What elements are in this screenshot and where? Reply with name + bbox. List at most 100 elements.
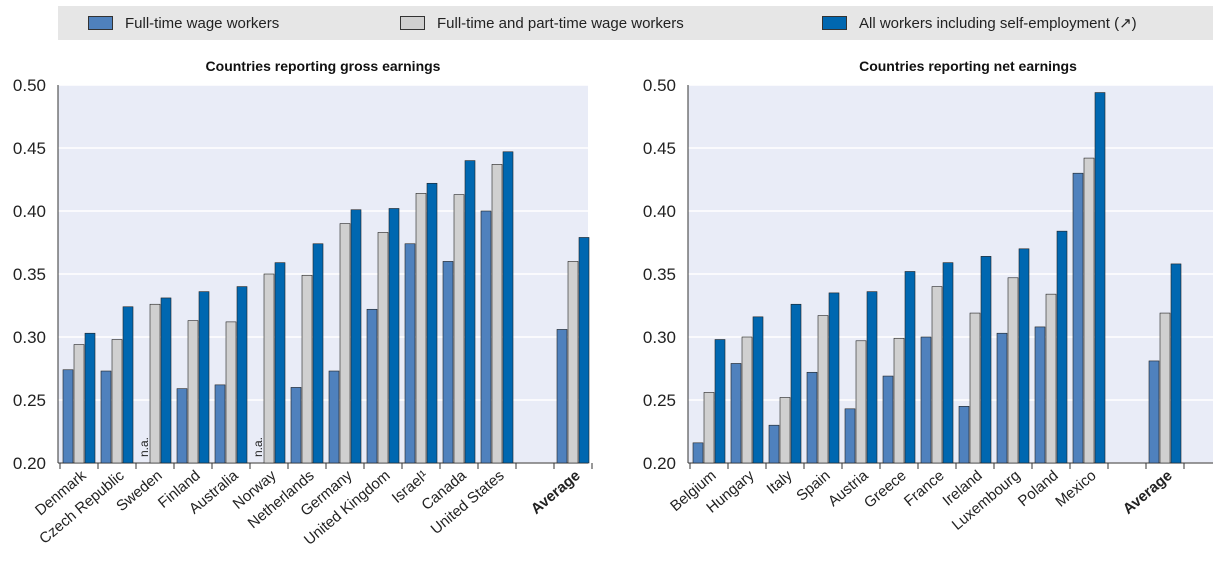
bar — [1083, 157, 1095, 464]
x-tick-label: Poland — [1015, 467, 1062, 510]
y-tick-label: 0.35 — [13, 265, 46, 284]
bar — [377, 232, 389, 464]
bar — [328, 370, 340, 464]
bar — [198, 291, 210, 464]
legend-swatch — [400, 16, 425, 30]
bar — [904, 271, 916, 464]
bar — [187, 320, 199, 464]
bar — [1007, 277, 1019, 464]
legend-item-all-workers: All workers including self-employment (↗… — [822, 6, 1137, 40]
bar — [122, 306, 134, 464]
bar — [703, 392, 715, 464]
bar — [100, 370, 112, 464]
y-tick-label: 0.50 — [643, 76, 676, 95]
bar — [426, 182, 438, 464]
x-tick-label: Average — [1120, 467, 1176, 518]
bar — [339, 223, 351, 464]
bar — [1148, 360, 1160, 464]
bar — [1045, 293, 1057, 464]
bar — [752, 316, 764, 464]
legend-label: Full-time and part-time wage workers — [437, 14, 684, 32]
bar — [855, 340, 867, 464]
bar — [779, 397, 791, 464]
legend-label: Full-time wage workers — [125, 14, 280, 32]
bar — [404, 243, 416, 464]
bar — [790, 303, 802, 464]
bar — [996, 332, 1008, 464]
chart-panel-1: 0.20 0.25 0.30 0.35 0.40 0.45 0.50 Countries re… — [643, 58, 1213, 534]
bar — [578, 237, 590, 464]
bar — [366, 308, 378, 464]
bar — [225, 321, 237, 464]
bar — [73, 344, 85, 464]
bar — [160, 297, 172, 464]
bar — [741, 336, 753, 464]
x-tick-label: Italy — [764, 467, 796, 498]
y-tick-label: 0.35 — [643, 265, 676, 284]
bar — [1034, 326, 1046, 464]
bar — [388, 208, 400, 464]
bar — [844, 408, 856, 464]
bar — [882, 375, 894, 464]
y-tick-label: 0.30 — [13, 328, 46, 347]
bar — [1159, 312, 1171, 464]
y-tick-label: 0.40 — [13, 202, 46, 221]
x-tick-label: Average — [528, 467, 584, 518]
chart-panel-0: 0.20 0.25 0.30 0.35 0.40 0.45 0.50 Countries re… — [13, 58, 593, 549]
bar — [768, 424, 780, 464]
y-tick-label: 0.20 — [13, 454, 46, 473]
na-label: n.a. — [137, 437, 151, 457]
bar — [111, 339, 123, 464]
bar — [415, 193, 427, 464]
bar — [1018, 248, 1030, 464]
y-tick-label: 0.25 — [643, 391, 676, 410]
bar — [84, 332, 96, 464]
bar — [464, 160, 476, 464]
bar — [442, 261, 454, 464]
legend-item-full-time: Full-time wage workers — [88, 6, 279, 40]
bar — [301, 274, 313, 464]
bar — [62, 369, 74, 464]
bar — [149, 303, 161, 464]
legend-swatch — [88, 16, 113, 30]
bar — [1094, 92, 1106, 464]
bar — [312, 243, 324, 464]
bar — [969, 312, 981, 464]
bar — [1056, 230, 1068, 464]
bar — [806, 371, 818, 464]
bar — [274, 262, 286, 464]
x-tick-label: France — [901, 467, 948, 510]
bar — [692, 442, 704, 464]
bar — [1072, 172, 1084, 464]
y-tick-label: 0.45 — [13, 139, 46, 158]
na-label: n.a. — [251, 437, 265, 457]
bar — [1170, 263, 1182, 464]
bar — [942, 262, 954, 464]
bar — [502, 151, 514, 464]
chart-title: Countries reporting gross earnings — [206, 58, 441, 74]
y-tick-label: 0.20 — [643, 454, 676, 473]
y-tick-label: 0.40 — [643, 202, 676, 221]
bar — [920, 336, 932, 464]
bar — [866, 291, 878, 464]
bar — [828, 292, 840, 464]
bar — [556, 329, 568, 464]
x-tick-label: Greece — [861, 467, 910, 512]
y-tick-label: 0.45 — [643, 139, 676, 158]
bar — [567, 261, 579, 464]
bar — [893, 337, 905, 464]
bar — [480, 210, 492, 464]
bar — [714, 339, 726, 464]
x-tick-label: Mexico — [1052, 467, 1099, 511]
chart-title: Countries reporting net earnings — [859, 58, 1077, 74]
bar — [290, 387, 302, 464]
y-tick-label: 0.30 — [643, 328, 676, 347]
bar — [350, 209, 362, 464]
legend: Full-time wage workers Full-time and par… — [58, 6, 1213, 40]
bar — [176, 388, 188, 464]
legend-swatch — [822, 16, 847, 30]
bar — [730, 363, 742, 464]
bar — [817, 315, 829, 464]
bar — [491, 164, 503, 464]
